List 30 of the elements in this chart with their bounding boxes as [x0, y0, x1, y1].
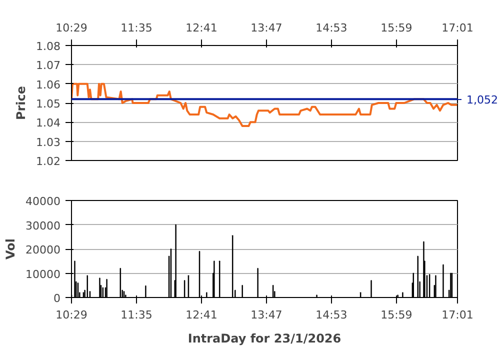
x-tick-label: 17:01	[442, 308, 474, 322]
x-tick-label: 15:59	[380, 308, 412, 322]
x-tick-label: 12:41	[186, 308, 218, 322]
ref-line-label: 1,052	[466, 94, 498, 107]
x-tick-label: 17:01	[442, 22, 474, 34]
y-tick-label: 1.06	[36, 78, 61, 92]
x-tick-label: 10:29	[56, 22, 88, 34]
x-tick-label: 15:59	[380, 22, 412, 34]
x-tick-label: 14:53	[316, 308, 348, 322]
y-tick-label: 1.08	[36, 40, 61, 53]
x-tick-label: 13:47	[250, 308, 282, 322]
x-tick-label: 10:29	[56, 308, 88, 322]
x-tick-label: 12:41	[186, 22, 218, 34]
x-tick-label: 13:47	[250, 22, 282, 34]
y-tick-label: 1.05	[36, 98, 61, 110]
text: IntraDay for 23/1/2026	[188, 332, 342, 346]
y-tick-label: 20000	[26, 244, 61, 256]
y-tick-label: 40000	[26, 195, 61, 208]
y-tick-label: 1.04	[36, 116, 61, 130]
y-tick-label: 0	[54, 292, 60, 305]
y-tick-label: 1.07	[36, 59, 61, 72]
y-axis-title: Vol	[4, 238, 18, 260]
y-axis-title: Price	[14, 86, 28, 120]
y-tick-label: 1.03	[36, 136, 61, 149]
x-tick-label: 14:53	[316, 22, 348, 34]
y-tick-label: 1.02	[36, 155, 61, 168]
x-tick-label: 11:35	[120, 22, 152, 34]
y-tick-label: 10000	[26, 268, 61, 281]
y-tick-label: 30000	[26, 219, 61, 232]
x-tick-label: 11:35	[120, 308, 152, 322]
